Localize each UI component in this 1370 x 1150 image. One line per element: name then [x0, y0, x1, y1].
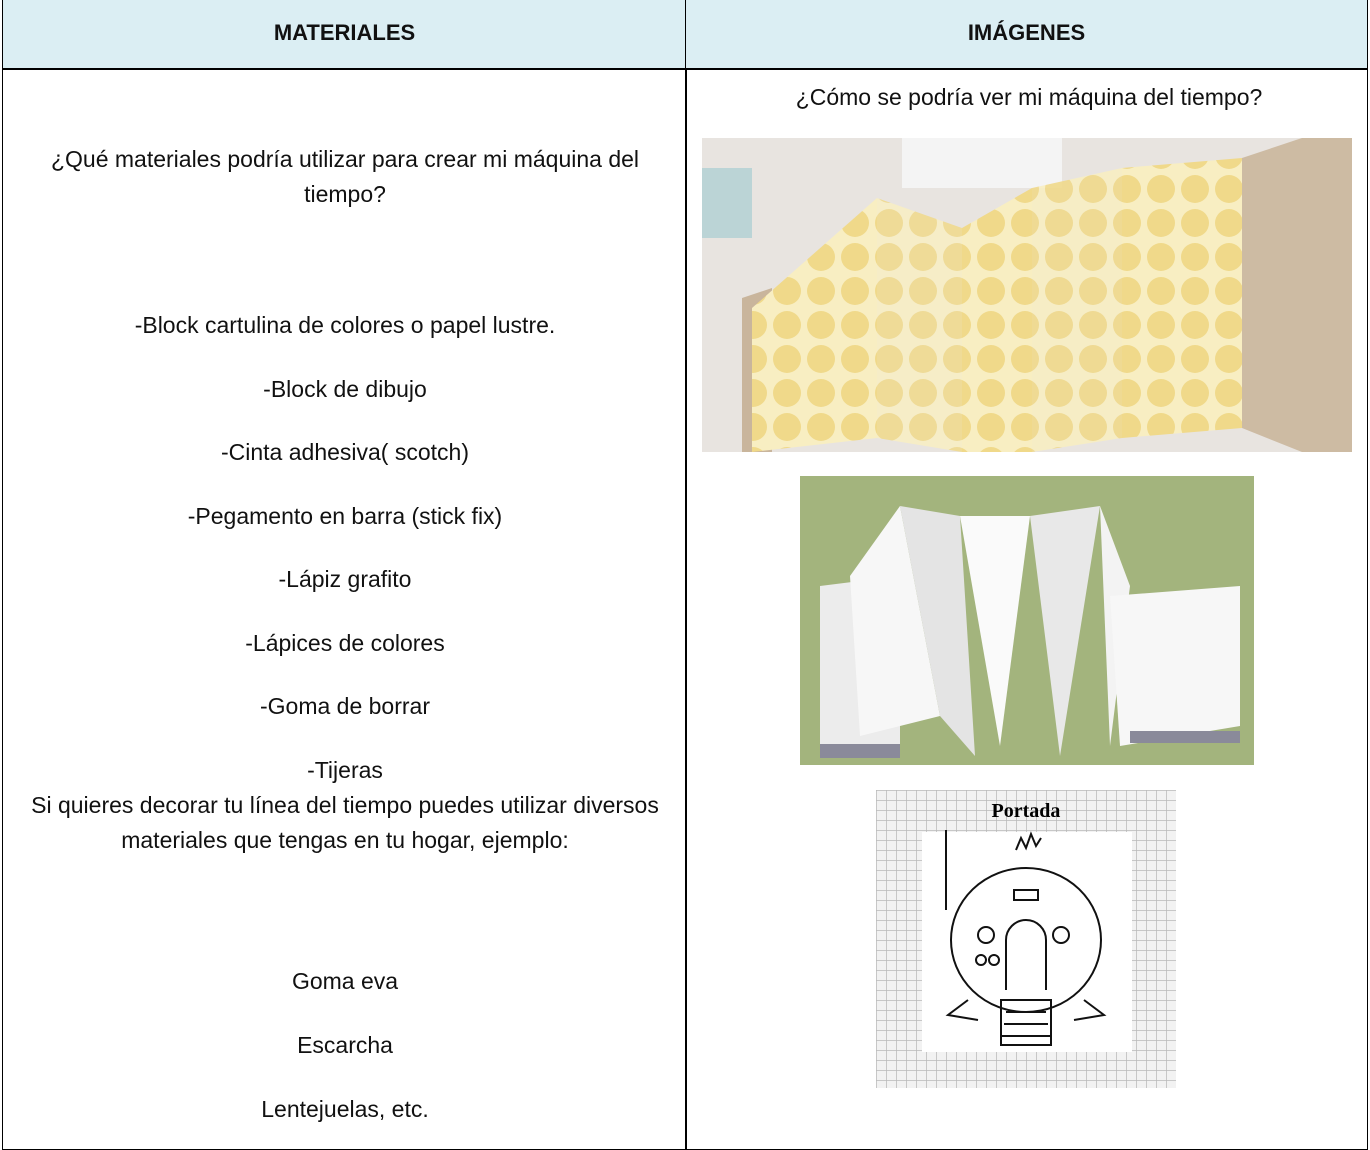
list-item: Escarcha [297, 1032, 393, 1058]
list-item: -Tijeras [307, 756, 383, 783]
question: ¿Qué materiales podría utilizar para cre… [50, 146, 640, 207]
cover-drawing: Portada [876, 790, 1176, 1088]
header-label: MATERIALES [273, 20, 416, 45]
photo-folded-dots [702, 138, 1352, 452]
list-item: -Lápiz grafito [278, 566, 412, 592]
note: Si quieres decorar tu línea del tiempo p… [31, 792, 659, 853]
photo-folded-white [800, 476, 1254, 765]
list-item: -Pegamento en barra (stick fix) [187, 502, 503, 529]
question: ¿Cómo se podría ver mi máquina del tiemp… [795, 84, 1263, 110]
list-item: -Block cartulina de colores o papel lust… [134, 312, 556, 338]
header-cell: MATERIALES [2, 0, 687, 70]
list-item: -Cinta adhesiva( scotch) [221, 439, 469, 465]
list-item: Lentejuelas, etc. [261, 1096, 429, 1122]
list-item: -Lápices de colores [245, 629, 445, 656]
header-label: IMÁGENES [967, 20, 1086, 45]
list-item: Goma eva [291, 968, 399, 994]
cover-label: Portada [992, 800, 1061, 822]
list-item: -Block de dibujo [263, 375, 427, 402]
list-item: -Goma de borrar [259, 693, 430, 719]
header-cell: IMÁGENES [685, 0, 1368, 70]
